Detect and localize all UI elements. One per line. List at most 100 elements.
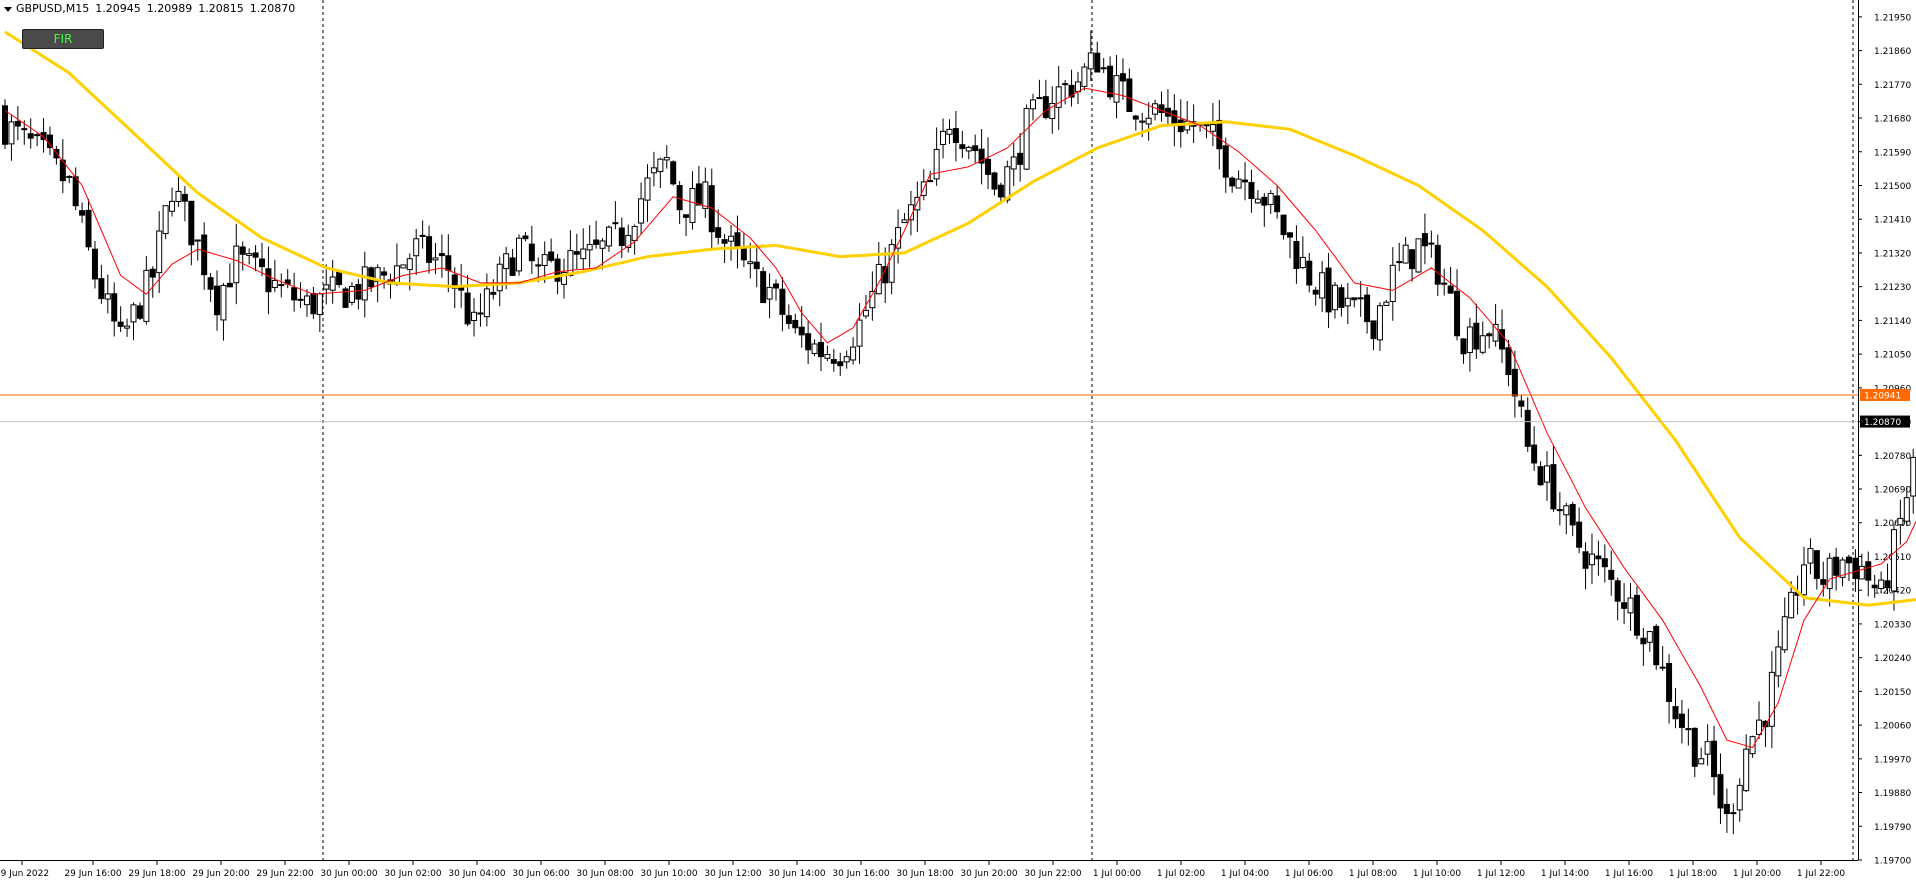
candle-body: [1685, 728, 1692, 731]
candle-body: [1087, 52, 1094, 70]
candle-body: [194, 239, 201, 242]
candle-body: [1659, 666, 1666, 669]
candle-body: [1544, 465, 1550, 483]
fir-indicator-button[interactable]: FIR: [22, 29, 104, 49]
candle-body: [143, 269, 150, 322]
candle-body: [1736, 784, 1743, 811]
candle-body: [747, 261, 754, 265]
candle-body: [605, 226, 612, 247]
candle-body: [683, 214, 690, 218]
candle-body: [104, 293, 111, 300]
candle-body: [1717, 774, 1724, 809]
candle-body: [1492, 323, 1499, 342]
candle-body: [40, 132, 47, 141]
candle-body: [14, 120, 21, 127]
candle-body: [1865, 561, 1872, 581]
candle-body: [805, 333, 812, 351]
candle-body: [946, 128, 953, 135]
candle-body: [612, 222, 619, 225]
candle-body: [1338, 287, 1345, 308]
low-value: 1.20815: [198, 2, 244, 15]
candle-body: [1068, 84, 1075, 98]
candle-body: [1833, 556, 1840, 576]
time-tick-label: 30 Jun 06:00: [512, 869, 569, 879]
candle-body: [59, 159, 66, 182]
candle-body: [1364, 294, 1371, 323]
candle-body: [1627, 597, 1634, 614]
candle-body: [1730, 812, 1737, 815]
bid-price-tag: [1860, 415, 1910, 428]
candle-body: [824, 354, 831, 359]
time-tick-label: 30 Jun 10:00: [640, 869, 697, 879]
candle-body: [1242, 179, 1249, 183]
candle-body: [1017, 152, 1024, 165]
candle-body: [522, 235, 529, 240]
candle-body: [329, 276, 336, 291]
candle-body: [419, 234, 426, 237]
candle-body: [875, 263, 882, 295]
candle-body: [650, 167, 657, 174]
open-value: 1.20945: [95, 2, 141, 15]
time-tick-label: 1 Jul 04:00: [1221, 869, 1270, 879]
candle-body: [901, 219, 908, 224]
candle-body: [985, 158, 992, 175]
candle-body: [130, 304, 137, 323]
candle-body: [1331, 284, 1338, 311]
candle-body: [46, 134, 53, 149]
candle-body: [1261, 196, 1268, 206]
candle-body: [1672, 706, 1679, 720]
candle-body: [381, 271, 388, 276]
price-tick-label: 1.19790: [1874, 823, 1911, 833]
price-tick-label: 1.20060: [1874, 722, 1911, 732]
candle-body: [1813, 550, 1820, 579]
candle-body: [560, 272, 567, 285]
bid-price-label: 1.20870: [1864, 418, 1901, 428]
candle-body: [631, 226, 638, 242]
candle-body: [1646, 631, 1653, 643]
candle-body: [1158, 104, 1165, 114]
candle-body: [156, 230, 163, 274]
candle-body: [1537, 466, 1544, 486]
candle-body: [21, 128, 28, 131]
candle-body: [1171, 110, 1178, 126]
candle-body: [1389, 264, 1396, 303]
candle-body: [413, 238, 420, 257]
ask-price-label: 1.20941: [1864, 391, 1901, 401]
candle-body: [978, 148, 985, 164]
candle-body: [1550, 464, 1557, 510]
candle-body: [1890, 529, 1897, 592]
candle-body: [927, 180, 934, 183]
candle-body: [1325, 267, 1332, 313]
candle-body: [1633, 594, 1640, 636]
candle-body: [753, 261, 760, 270]
candle-body: [689, 188, 696, 223]
candle-body: [252, 252, 259, 258]
candle-body: [1556, 509, 1563, 512]
candle-body: [895, 227, 902, 249]
candle-body: [348, 285, 355, 303]
candle-body: [1287, 232, 1293, 238]
candle-body: [1062, 83, 1069, 86]
candle-body: [1749, 736, 1756, 755]
time-tick-label: 1 Jul 08:00: [1349, 869, 1398, 879]
candle-body: [111, 293, 118, 322]
candle-body: [740, 248, 747, 261]
candle-body: [503, 253, 510, 270]
candle-body: [66, 175, 73, 178]
candle-body: [1222, 145, 1229, 178]
candle-body: [1248, 181, 1255, 200]
collapse-triangle-icon[interactable]: [4, 6, 12, 12]
candle-body: [1691, 727, 1698, 767]
candle-body: [1119, 73, 1126, 82]
candle-body: [169, 200, 176, 212]
candle-body: [1312, 289, 1319, 295]
candle-body: [27, 133, 34, 139]
candle-body: [1852, 557, 1859, 580]
price-tick-label: 1.21950: [1874, 13, 1911, 23]
time-tick-label: 1 Jul 18:00: [1669, 869, 1718, 879]
candle-body: [657, 158, 664, 173]
time-tick-label: 30 Jun 16:00: [832, 869, 889, 879]
candle-body: [1030, 99, 1036, 110]
time-tick-label: 30 Jun 18:00: [896, 869, 953, 879]
